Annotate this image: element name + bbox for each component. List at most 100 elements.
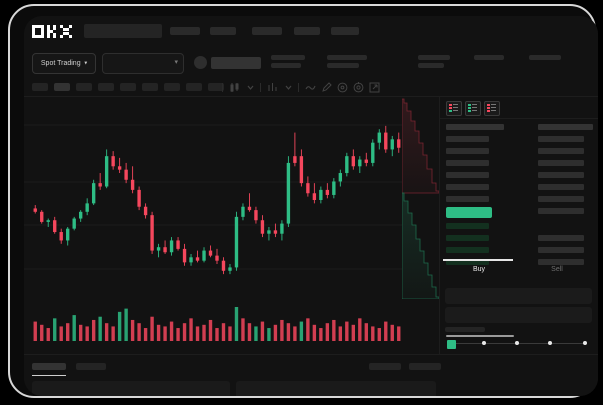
indicator-icon[interactable] bbox=[266, 81, 279, 94]
orderbook-bids-icon[interactable] bbox=[465, 101, 481, 116]
price-chart[interactable] bbox=[24, 97, 439, 354]
orderbook-amount bbox=[538, 196, 584, 202]
depth-chart-overlay bbox=[402, 98, 439, 299]
orderbook-row[interactable] bbox=[446, 148, 489, 154]
orderbook-row[interactable] bbox=[446, 172, 489, 178]
orderbook-amount bbox=[538, 148, 584, 154]
magnet-icon[interactable] bbox=[336, 81, 349, 94]
slider-handle[interactable] bbox=[447, 340, 456, 349]
bottom-active-tab-indicator bbox=[32, 375, 66, 376]
search-input[interactable] bbox=[84, 24, 162, 38]
order-book-divider bbox=[440, 118, 598, 119]
slider-track bbox=[451, 343, 587, 344]
fullscreen-icon[interactable] bbox=[368, 81, 381, 94]
slider-stop-100[interactable] bbox=[583, 341, 587, 345]
orders-panel bbox=[24, 354, 598, 396]
timeframe-button-3[interactable] bbox=[76, 83, 92, 91]
stat-value bbox=[418, 63, 444, 68]
pair-selector[interactable]: ▾ bbox=[102, 53, 184, 74]
stat-value bbox=[327, 63, 359, 68]
orderbook-row[interactable] bbox=[446, 196, 489, 202]
chart-toolbar bbox=[24, 78, 598, 97]
orderbook-col-header-amount bbox=[538, 124, 593, 130]
candlestick-series bbox=[33, 125, 401, 275]
orderbook-row[interactable] bbox=[446, 223, 489, 229]
bottom-action-2[interactable] bbox=[409, 363, 441, 370]
order-book-panel bbox=[439, 97, 598, 354]
nav-item-3[interactable] bbox=[252, 27, 282, 35]
orderbook-amount bbox=[538, 184, 584, 190]
settings-gear-icon[interactable] bbox=[352, 81, 365, 94]
chevron-down-icon: ▾ bbox=[83, 60, 87, 67]
app-header bbox=[24, 16, 598, 46]
bottom-action-1[interactable] bbox=[369, 363, 401, 370]
okx-logo[interactable] bbox=[32, 25, 74, 38]
timeframe-button-5[interactable] bbox=[120, 83, 136, 91]
stat-label bbox=[327, 55, 367, 60]
orderbook-amount bbox=[538, 208, 584, 214]
slider-stop-75[interactable] bbox=[548, 341, 552, 345]
trade-panel: Buy Sell bbox=[439, 259, 598, 370]
orderbook-row[interactable] bbox=[446, 259, 489, 265]
amount-field[interactable] bbox=[445, 307, 592, 323]
bottom-panel-2[interactable] bbox=[236, 381, 436, 396]
bottom-tab-2[interactable] bbox=[76, 363, 106, 370]
orderbook-amount bbox=[538, 172, 584, 178]
active-tab-indicator bbox=[443, 259, 513, 261]
ticker-bar: Spot Trading ▾ ▾ bbox=[24, 48, 598, 78]
candlestick-chart-icon[interactable] bbox=[228, 81, 241, 94]
line-chart-icon[interactable] bbox=[304, 81, 317, 94]
orderbook-row[interactable] bbox=[446, 235, 489, 241]
ticker-stat-4 bbox=[474, 55, 504, 63]
device-frame: Spot Trading ▾ ▾ bbox=[8, 4, 598, 398]
nav-item-1[interactable] bbox=[170, 27, 200, 35]
tab-sell[interactable]: Sell bbox=[551, 266, 563, 273]
orderbook-amount bbox=[538, 136, 584, 142]
timeframe-button-1[interactable] bbox=[32, 83, 48, 91]
ticker-stat-1 bbox=[271, 55, 305, 68]
nav-item-2[interactable] bbox=[210, 27, 236, 35]
ticker-stat-3 bbox=[418, 55, 450, 68]
orderbook-col-header-price bbox=[446, 124, 504, 130]
ticker-stat-5 bbox=[529, 55, 561, 63]
timeframe-button-9[interactable] bbox=[208, 83, 224, 91]
pair-name bbox=[211, 57, 261, 69]
tab-buy[interactable]: Buy bbox=[472, 266, 486, 273]
orderbook-row[interactable] bbox=[446, 160, 489, 166]
timeframe-button-8[interactable] bbox=[186, 83, 202, 91]
chevron-down-icon[interactable] bbox=[244, 81, 257, 94]
order-book-scrollbar[interactable] bbox=[446, 335, 514, 337]
orderbook-amount bbox=[538, 235, 584, 241]
orderbook-row[interactable] bbox=[446, 247, 489, 253]
orderbook-asks-icon[interactable] bbox=[484, 101, 500, 116]
stat-value bbox=[271, 63, 301, 68]
stat-label bbox=[418, 55, 450, 60]
nav-item-5[interactable] bbox=[331, 27, 359, 35]
volume-series bbox=[33, 307, 401, 341]
orderbook-row[interactable] bbox=[446, 184, 489, 190]
orderbook-last-price-row[interactable] bbox=[446, 207, 492, 218]
amount-percent-slider[interactable] bbox=[447, 340, 590, 349]
price-field[interactable] bbox=[445, 288, 592, 304]
market-type-selector[interactable]: Spot Trading ▾ bbox=[32, 53, 96, 74]
orderbook-row[interactable] bbox=[446, 136, 489, 142]
slider-stop-50[interactable] bbox=[515, 341, 519, 345]
orderbook-amount bbox=[538, 160, 584, 166]
nav-item-4[interactable] bbox=[294, 27, 320, 35]
bottom-panel-1[interactable] bbox=[32, 381, 230, 396]
percent-label bbox=[445, 327, 485, 332]
chevron-down-icon: ▾ bbox=[174, 59, 178, 66]
slider-stop-25[interactable] bbox=[482, 341, 486, 345]
pencil-draw-icon[interactable] bbox=[320, 81, 333, 94]
ticker-stat-2 bbox=[327, 55, 367, 68]
timeframe-button-4[interactable] bbox=[98, 83, 114, 91]
app-screen: Spot Trading ▾ ▾ bbox=[24, 16, 598, 396]
timeframe-button-7[interactable] bbox=[164, 83, 180, 91]
coin-avatar-icon bbox=[194, 56, 207, 69]
timeframe-button-2[interactable] bbox=[54, 83, 70, 91]
chevron-down-icon[interactable] bbox=[282, 81, 295, 94]
chart-gridlines bbox=[24, 124, 402, 270]
timeframe-button-6[interactable] bbox=[142, 83, 158, 91]
orderbook-both-icon[interactable] bbox=[446, 101, 462, 116]
bottom-tab-1[interactable] bbox=[32, 363, 66, 370]
